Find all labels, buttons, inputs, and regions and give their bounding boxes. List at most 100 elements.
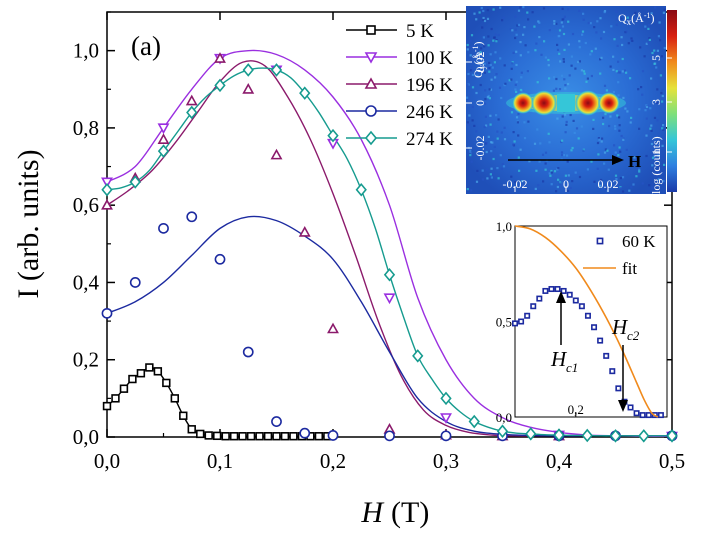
speckle-pixel (662, 128, 665, 131)
inset-series (511, 225, 664, 419)
data-point (525, 427, 537, 441)
data-point (101, 307, 113, 319)
speckle-pixel (490, 167, 493, 170)
speckle-pixel (620, 134, 623, 138)
data-point (468, 414, 480, 429)
speckle-pixel (622, 96, 625, 99)
speckle-pixel (619, 177, 622, 180)
speckle-pixel (656, 119, 659, 122)
inset-y-tick-label: 0,5 (496, 315, 512, 330)
speckle-pixel (613, 38, 616, 41)
detector-peak-left-outer (512, 92, 534, 114)
speckle-pixel (605, 188, 608, 191)
speckle-pixel (544, 162, 547, 165)
data-point (327, 322, 339, 334)
speckle-pixel (582, 70, 586, 73)
speckle-pixel (633, 156, 636, 159)
speckle-pixel (509, 28, 512, 31)
speckle-pixel (650, 77, 653, 80)
speckle-pixel (614, 174, 618, 177)
data-point (158, 222, 169, 234)
svg-text:I (arb. units): I (arb. units) (12, 149, 45, 298)
speckle-pixel (631, 39, 634, 42)
speckle-pixel (617, 154, 620, 157)
speckle-pixel (630, 186, 633, 189)
data-point (384, 430, 395, 442)
speckle-pixel (625, 30, 628, 33)
inset-data-point (597, 337, 604, 344)
speckle-pixel (513, 140, 516, 143)
speckle-pixel (600, 178, 603, 182)
inset-data-point (530, 303, 537, 310)
speckle-pixel (562, 32, 566, 36)
data-point (212, 431, 222, 441)
speckle-pixel (638, 168, 641, 171)
speckle-pixel (580, 69, 583, 72)
data-point (185, 94, 198, 106)
speckle-pixel (604, 148, 607, 151)
speckle-pixel (543, 40, 546, 43)
speckle-pixel (485, 150, 488, 154)
detector-x-tick-label: 0.02 (598, 177, 619, 191)
speckle-pixel (566, 189, 570, 192)
speckle-pixel (578, 9, 581, 12)
speckle-pixel (660, 91, 663, 95)
speckle-pixel (606, 149, 609, 152)
speckle-pixel (548, 172, 551, 175)
speckle-pixel (539, 142, 542, 145)
speckle-pixel (495, 73, 498, 76)
svg-text:-0.02: -0.02 (473, 136, 487, 161)
speckle-pixel (520, 71, 523, 74)
speckle-pixel (523, 26, 526, 29)
inset-data-point (645, 412, 652, 419)
speckle-pixel (565, 120, 568, 123)
annotation-hc2: H c2 (611, 315, 640, 412)
speckle-pixel (548, 77, 551, 80)
data-point (289, 432, 298, 441)
speckle-pixel (625, 71, 628, 74)
speckle-pixel (556, 43, 559, 46)
data-point (170, 394, 179, 403)
speckle-pixel (527, 18, 530, 21)
speckle-pixel (556, 185, 559, 189)
speckle-pixel (621, 176, 625, 179)
speckle-pixel (544, 56, 547, 59)
speckle-pixel (645, 105, 649, 108)
data-point (581, 428, 593, 443)
speckle-pixel (480, 6, 483, 10)
speckle-pixel (577, 137, 580, 140)
speckle-pixel (645, 42, 648, 45)
speckle-pixel (510, 175, 513, 178)
speckle-pixel (618, 129, 621, 132)
speckle-pixel (496, 130, 499, 133)
data-point (242, 83, 255, 94)
speckle-pixel (622, 138, 625, 141)
speckle-pixel (470, 160, 473, 163)
speckle-pixel (567, 43, 570, 46)
speckle-pixel (518, 169, 521, 172)
speckle-pixel (610, 25, 613, 28)
speckle-pixel (469, 69, 473, 72)
speckle-pixel (567, 8, 570, 11)
speckle-pixel (542, 7, 546, 10)
speckle-pixel (519, 54, 522, 57)
speckle-pixel (483, 19, 487, 23)
speckle-pixel (490, 78, 493, 81)
speckle-pixel (654, 6, 657, 9)
speckle-pixel (512, 131, 515, 134)
speckle-pixel (598, 138, 601, 141)
speckle-pixel (635, 175, 638, 178)
data-point (383, 293, 396, 305)
detector-y-tick-label: 0.02 (473, 52, 487, 73)
colorbar-label: log (counts) (649, 136, 663, 194)
speckle-pixel (476, 169, 479, 172)
speckle-pixel (482, 16, 485, 20)
y-axis-title: I (arb. units) (12, 149, 45, 298)
inset-x-tick-label: 0,2 (568, 402, 584, 417)
speckle-pixel (560, 21, 563, 24)
speckle-pixel (618, 146, 621, 149)
speckle-pixel (628, 189, 631, 192)
speckle-pixel (616, 114, 619, 117)
speckle-pixel (519, 6, 522, 9)
